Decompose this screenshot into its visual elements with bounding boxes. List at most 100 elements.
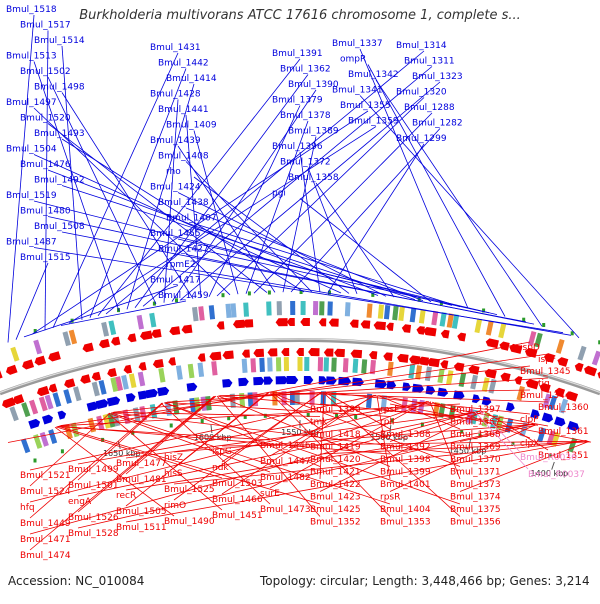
gene-arrow-forward: [530, 409, 540, 419]
reverse-gene-label: Bmul_1526: [68, 513, 119, 523]
rna-leader-line: [479, 410, 521, 453]
gene-block-forward: [115, 376, 124, 391]
gene-arrow-forward: [28, 418, 41, 430]
reverse-leader-line: [221, 440, 589, 447]
gene-block-forward: [137, 371, 146, 387]
forward-leader-line: [327, 143, 425, 293]
gene-arrow-reverse: [5, 364, 18, 375]
gene-arrow-reverse: [296, 348, 304, 356]
forward-gene-label: Bmul_1514: [34, 36, 85, 46]
forward-gene-label: Bmul_1515: [20, 253, 71, 263]
reverse-gene-label: Bmul_1351: [538, 451, 589, 461]
gene-marker: [152, 301, 156, 306]
forward-gene-label: Bmul_1288: [404, 103, 455, 113]
gene-arrow-reverse: [12, 394, 25, 405]
gene-marker: [354, 415, 358, 419]
gene-arrow-reverse: [209, 351, 222, 361]
gene-marker: [131, 430, 135, 435]
reverse-leader-line: [125, 392, 269, 507]
scale-tick-mark: [210, 424, 213, 434]
reverse-leader-line: [110, 412, 391, 505]
reverse-gene-label: Bmul_1473: [260, 505, 311, 515]
reverse-gene-label: Bmul_1360: [538, 403, 589, 413]
gene-arrow-reverse: [2, 397, 16, 409]
gene-block-reverse: [312, 301, 319, 316]
gene-block-reverse: [431, 310, 439, 326]
reverse-leader-line: [160, 402, 271, 505]
chromosome-backbone-highlight: [0, 338, 600, 393]
reverse-gene-label: Bmul_1397: [450, 405, 501, 415]
forward-leader-line: [60, 300, 187, 326]
forward-gene-label: Bmul_1518: [6, 5, 57, 15]
reverse-gene-label: Bmul_1356: [450, 518, 501, 528]
gene-block-reverse: [108, 320, 117, 336]
reverse-gene-label: Bmul_1490: [164, 517, 215, 527]
forward-leader-line: [61, 45, 83, 320]
gene-arrow-forward: [318, 376, 327, 385]
gene-block-reverse: [498, 323, 507, 339]
gene-arrow-forward: [186, 382, 198, 392]
gene-arrow-forward: [425, 385, 436, 395]
forward-leader-line: [193, 176, 350, 294]
gene-marker: [511, 442, 515, 446]
forward-gene-label: Bmul_1438: [158, 198, 209, 208]
forward-leader-line: [185, 254, 535, 325]
topology-summary: Topology: circular; Length: 3,448,466 bp…: [260, 574, 590, 588]
gene-arrow-reverse: [140, 330, 153, 340]
gene-arrow-reverse: [64, 378, 76, 389]
gene-marker: [267, 290, 271, 295]
gene-arrow-reverse: [360, 320, 371, 329]
reverse-leader-line: [221, 394, 375, 495]
reverse-leader-line: [29, 394, 377, 471]
reverse-leader-line: [269, 400, 428, 489]
reverse-leader-line: [29, 401, 429, 503]
gene-block-reverse: [136, 314, 145, 330]
gene-marker: [169, 423, 173, 428]
gene-arrow-reverse: [169, 326, 181, 336]
reverse-leader-line: [163, 402, 461, 505]
gene-arrow-reverse: [151, 328, 162, 338]
reverse-gene-label: Bmul_1345: [520, 367, 571, 377]
gene-arrow-reverse: [457, 332, 467, 342]
reverse-leader-line: [113, 365, 531, 413]
forward-gene-label: rho: [166, 167, 181, 177]
gene-block-forward: [342, 358, 349, 373]
reverse-gene-label: tmk: [310, 418, 328, 428]
reverse-gene-label: Bmul_1505: [116, 507, 167, 517]
gene-arrow-forward: [253, 376, 265, 386]
gene-block-reverse: [243, 302, 250, 317]
reverse-gene-label: Bmul_1466: [212, 495, 263, 505]
forward-gene-label: rpmE2: [166, 260, 196, 270]
gene-arrow-reverse: [138, 361, 147, 371]
gene-block-reverse: [208, 305, 216, 320]
reverse-leader-line: [77, 410, 482, 497]
gene-block-forward: [211, 361, 218, 376]
reverse-gene-label: ispG: [212, 447, 232, 457]
gene-marker: [335, 413, 339, 418]
forward-leader-line: [307, 167, 358, 295]
reverse-leader-line: [324, 392, 391, 430]
forward-leader-line: [299, 198, 432, 303]
forward-leader-line: [33, 154, 342, 294]
gene-block-reverse: [418, 309, 426, 324]
reverse-gene-label: Bmul_1451: [212, 511, 263, 521]
forward-gene-label: Bmul_1414: [166, 74, 217, 84]
gene-block-forward: [297, 357, 303, 371]
reverse-leader-line: [389, 403, 592, 443]
gene-arrow-reverse: [286, 317, 295, 327]
reverse-leader-line: [125, 440, 587, 523]
forward-leader-line: [177, 238, 498, 315]
gene-block-forward: [317, 357, 324, 372]
forward-gene-label: Bmul_1502: [20, 67, 71, 77]
gene-arrow-reverse: [91, 371, 102, 381]
reverse-leader-line: [125, 395, 217, 475]
gene-arrow-reverse: [197, 353, 206, 362]
gene-arrow-reverse: [222, 350, 234, 360]
gene-arrow-forward: [374, 379, 387, 389]
forward-leader-line: [185, 161, 313, 293]
gene-arrow-reverse: [242, 319, 254, 328]
forward-leader-line: [216, 97, 425, 297]
reverse-leader-line: [166, 377, 549, 403]
gene-arrow-forward: [541, 412, 554, 423]
